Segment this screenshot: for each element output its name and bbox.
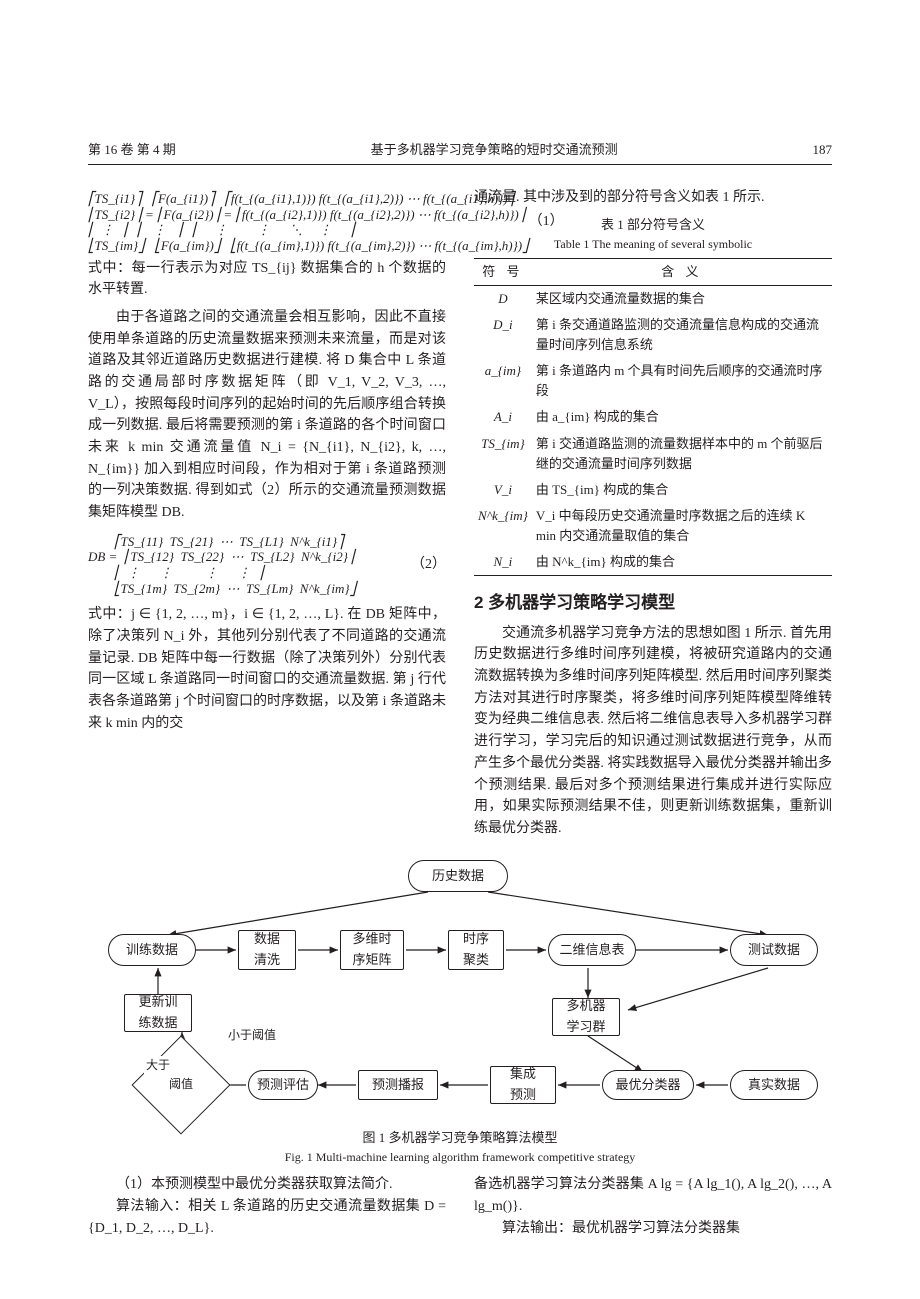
mean-cell: 由 a_{im} 构成的集合 (532, 404, 832, 430)
page-header: 第 16 卷 第 4 期 基于多机器学习竞争策略的短时交通流预测 187 (88, 140, 832, 165)
node-ensemble: 集成 预测 (490, 1066, 556, 1104)
mean-cell: 由 TS_{im} 构成的集合 (532, 477, 832, 503)
bottom-left: （1）本预测模型中最优分类器获取算法简介. 算法输入：相关 L 条道路的历史交通… (88, 1174, 446, 1239)
flowchart: 历史数据 训练数据 数据 清洗 多维时 序矩阵 时序 聚类 二维信息表 测试数据… (88, 860, 828, 1120)
main-columns: ⎡TS_{i1}⎤ ⎡F(a_{i1})⎤ ⎡f(t_{(a_{i1},1)})… (88, 187, 832, 839)
node-cluster: 时序 聚类 (448, 930, 504, 970)
equation-2-number: （2） (411, 554, 446, 576)
table-row: A_i由 a_{im} 构成的集合 (474, 404, 832, 430)
node-matrix: 多维时 序矩阵 (340, 930, 404, 970)
node-clean: 数据 清洗 (238, 930, 296, 970)
mean-cell: 第 i 条交通道路监测的交通流量信息构成的交通流量时间序列信息系统 (532, 312, 832, 358)
bottom-right: 备选机器学习算法分类器集 A lg = {A lg_1(), A lg_2(),… (474, 1174, 832, 1239)
sym-cell: N_i (474, 549, 532, 576)
equation-1: ⎡TS_{i1}⎤ ⎡F(a_{i1})⎤ ⎡f(t_{(a_{i1},1)})… (88, 187, 446, 257)
node-history: 历史数据 (408, 860, 508, 892)
figure-1-caption-en: Fig. 1 Multi-machine learning algorithm … (88, 1148, 832, 1167)
table-row: V_i由 TS_{im} 构成的集合 (474, 477, 832, 503)
mean-cell: 第 i 交通道路监测的流量数据样本中的 m 个前驱后继的交通流量时间序列数据 (532, 431, 832, 477)
mean-cell: 某区域内交通流量数据的集合 (532, 285, 832, 312)
sym-cell: V_i (474, 477, 532, 503)
section-2-title: 2 多机器学习策略学习模型 (474, 590, 832, 616)
bottom-right-p1: 备选机器学习算法分类器集 A lg = {A lg_1(), A lg_2(),… (474, 1174, 832, 1217)
bottom-columns: （1）本预测模型中最优分类器获取算法简介. 算法输入：相关 L 条道路的历史交通… (88, 1174, 832, 1239)
figure-1-caption-cn: 图 1 多机器学习竞争策略算法模型 (88, 1128, 832, 1148)
mean-cell: 第 i 条道路内 m 个具有时间先后顺序的交通流时序段 (532, 358, 832, 404)
left-p1: 式中：每一行表示为对应 TS_{ij} 数据集合的 h 个数据的水平转置. (88, 258, 446, 301)
node-test: 测试数据 (730, 934, 818, 966)
table-row: D_i第 i 条交通道路监测的交通流量信息构成的交通流量时间序列信息系统 (474, 312, 832, 358)
left-column: ⎡TS_{i1}⎤ ⎡F(a_{i1})⎤ ⎡f(t_{(a_{i1},1)})… (88, 187, 446, 839)
sym-cell: A_i (474, 404, 532, 430)
left-p3: 式中：j ∈ {1, 2, …, m}，i ∈ {1, 2, …, L}. 在 … (88, 604, 446, 734)
sym-cell: a_{im} (474, 358, 532, 404)
equation-1-body: ⎡TS_{i1}⎤ ⎡F(a_{i1})⎤ ⎡f(t_{(a_{i1},1)})… (88, 191, 529, 253)
node-best: 最优分类器 (602, 1070, 694, 1100)
table-row: a_{im}第 i 条道路内 m 个具有时间先后顺序的交通流时序段 (474, 358, 832, 404)
node-update: 更新训 练数据 (124, 994, 192, 1032)
table-row: D某区域内交通流量数据的集合 (474, 285, 832, 312)
table-head-symbol: 符 号 (474, 258, 532, 285)
table-row: TS_{im}第 i 交通道路监测的流量数据样本中的 m 个前驱后继的交通流量时… (474, 431, 832, 477)
table-body: D某区域内交通流量数据的集合 D_i第 i 条交通道路监测的交通流量信息构成的交… (474, 285, 832, 576)
table-row: N^k_{im}V_i 中每段历史交通流量时序数据之后的连续 K min 内交通… (474, 503, 832, 549)
sym-cell: N^k_{im} (474, 503, 532, 549)
figure-1: 历史数据 训练数据 数据 清洗 多维时 序矩阵 时序 聚类 二维信息表 测试数据… (88, 860, 832, 1167)
left-p2: 由于各道路之间的交通流量会相互影响，因此不直接使用单条道路的历史流量数据来预测未… (88, 307, 446, 524)
table1-caption-en: Table 1 The meaning of several symbolic (474, 235, 832, 254)
header-left: 第 16 卷 第 4 期 (88, 140, 176, 160)
sym-cell: D_i (474, 312, 532, 358)
sym-cell: D (474, 285, 532, 312)
edge-label-gt: 大于 (144, 1056, 172, 1075)
equation-2: ⎡TS_{11} TS_{21} ⋯ TS_{L1} N^k_{i1}⎤ DB … (88, 530, 446, 600)
section-2-paragraph: 交通流多机器学习竞争方法的思想如图 1 所示. 首先用历史数据进行多维时间序列建… (474, 623, 832, 840)
equation-2-body: ⎡TS_{11} TS_{21} ⋯ TS_{L1} N^k_{i1}⎤ DB … (88, 534, 356, 596)
header-center: 基于多机器学习竞争策略的短时交通流预测 (371, 140, 618, 160)
mean-cell: 由 N^k_{im} 构成的集合 (532, 549, 832, 576)
bottom-left-p2: 算法输入：相关 L 条道路的历史交通流量数据集 D = {D_1, D_2, …… (88, 1196, 446, 1239)
node-real: 真实数据 (730, 1070, 818, 1100)
table-1: 符 号 含 义 D某区域内交通流量数据的集合 D_i第 i 条交通道路监测的交通… (474, 258, 832, 577)
node-train: 训练数据 (108, 934, 196, 966)
table-head-meaning: 含 义 (532, 258, 832, 285)
node-broadcast: 预测播报 (358, 1070, 438, 1100)
right-column: 通流量. 其中涉及到的部分符号含义如表 1 所示. 表 1 部分符号含义 Tab… (474, 187, 832, 839)
node-mlgroup: 多机器 学习群 (552, 998, 620, 1036)
node-2dtable: 二维信息表 (548, 934, 636, 966)
right-p-cont: 通流量. 其中涉及到的部分符号含义如表 1 所示. (474, 187, 832, 209)
edge-label-lt: 小于阈值 (226, 1026, 278, 1045)
table1-caption-cn: 表 1 部分符号含义 (474, 215, 832, 235)
sym-cell: TS_{im} (474, 431, 532, 477)
mean-cell: V_i 中每段历史交通流量时序数据之后的连续 K min 内交通流量取值的集合 (532, 503, 832, 549)
bottom-left-p1: （1）本预测模型中最优分类器获取算法简介. (88, 1174, 446, 1196)
table-header-row: 符 号 含 义 (474, 258, 832, 285)
header-right: 187 (813, 140, 833, 160)
node-evaluate: 预测评估 (248, 1070, 318, 1100)
bottom-right-p2: 算法输出：最优机器学习算法分类器集 (474, 1218, 832, 1240)
table-row: N_i由 N^k_{im} 构成的集合 (474, 549, 832, 576)
